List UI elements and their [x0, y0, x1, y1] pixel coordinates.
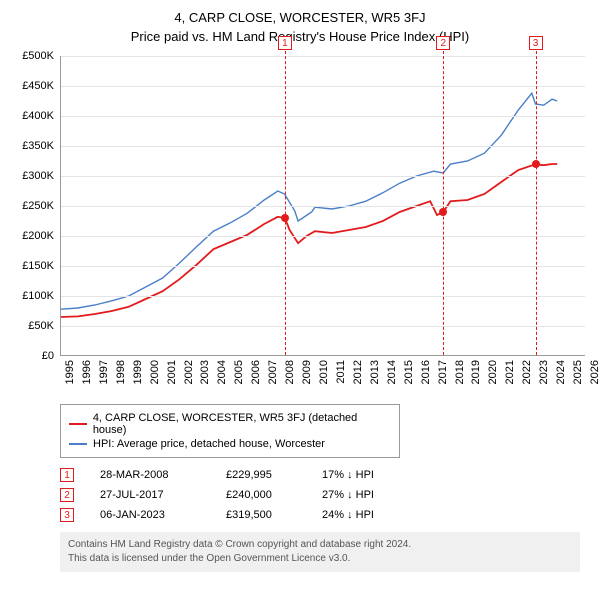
event-price: £240,000: [226, 489, 296, 501]
event-marker-line: [536, 36, 537, 355]
x-tick-label: 2020: [487, 360, 499, 384]
series-line-hpi: [61, 93, 557, 309]
event-num-badge: 1: [60, 468, 74, 482]
x-tick-label: 1997: [98, 360, 110, 384]
event-marker-dot: [439, 208, 447, 216]
x-tick-label: 2010: [318, 360, 330, 384]
x-tick-label: 1998: [115, 360, 127, 384]
gridline: [61, 326, 585, 327]
x-tick-label: 2004: [216, 360, 228, 384]
x-tick-label: 2005: [233, 360, 245, 384]
gridline: [61, 146, 585, 147]
x-tick-label: 2025: [572, 360, 584, 384]
attribution-line1: Contains HM Land Registry data © Crown c…: [68, 538, 572, 552]
event-marker-dot: [532, 160, 540, 168]
y-tick-label: £0: [42, 350, 54, 362]
chart-title-address: 4, CARP CLOSE, WORCESTER, WR5 3FJ: [10, 10, 590, 25]
x-tick-label: 1996: [81, 360, 93, 384]
x-tick-label: 2009: [301, 360, 313, 384]
event-pct-vs-hpi: 24% ↓ HPI: [322, 509, 412, 521]
x-tick-label: 2002: [183, 360, 195, 384]
gridline: [61, 206, 585, 207]
legend-swatch: [69, 443, 87, 445]
event-marker-dot: [281, 214, 289, 222]
event-marker-line: [443, 36, 444, 355]
event-pct-vs-hpi: 17% ↓ HPI: [322, 469, 412, 481]
event-date: 06-JAN-2023: [100, 509, 200, 521]
x-tick-label: 2018: [454, 360, 466, 384]
legend: 4, CARP CLOSE, WORCESTER, WR5 3FJ (detac…: [60, 404, 400, 458]
legend-label: HPI: Average price, detached house, Worc…: [93, 438, 325, 450]
gridline: [61, 176, 585, 177]
y-tick-label: £300K: [22, 170, 54, 182]
y-tick-label: £500K: [22, 50, 54, 62]
x-tick-label: 2006: [250, 360, 262, 384]
x-tick-label: 2016: [420, 360, 432, 384]
event-marker-badge: 3: [529, 36, 543, 50]
y-tick-label: £450K: [22, 80, 54, 92]
x-axis-labels: 1995 1996 1997 1998 1999 2000 2001 2002 2003 2004…: [60, 360, 585, 400]
gridline: [61, 236, 585, 237]
event-num-badge: 2: [60, 488, 74, 502]
x-tick-label: 2012: [352, 360, 364, 384]
x-tick-label: 1995: [64, 360, 76, 384]
x-tick-label: 2021: [504, 360, 516, 384]
event-pct-vs-hpi: 27% ↓ HPI: [322, 489, 412, 501]
legend-label: 4, CARP CLOSE, WORCESTER, WR5 3FJ (detac…: [93, 412, 391, 436]
gridline: [61, 86, 585, 87]
event-marker-badge: 1: [278, 36, 292, 50]
gridline: [61, 266, 585, 267]
gridline: [61, 116, 585, 117]
y-tick-label: £400K: [22, 110, 54, 122]
event-date: 27-JUL-2017: [100, 489, 200, 501]
x-tick-label: 2013: [369, 360, 381, 384]
y-tick-label: £200K: [22, 230, 54, 242]
events-table: 1 28-MAR-2008 £229,995 17% ↓ HPI 2 27-JUL-201…: [60, 468, 590, 522]
y-axis-labels: £0£50K£100K£150K£200K£250K£300K£350K£400…: [10, 56, 58, 356]
x-tick-label: 1999: [132, 360, 144, 384]
x-tick-label: 2007: [267, 360, 279, 384]
x-tick-label: 2026: [589, 360, 600, 384]
x-tick-label: 2003: [199, 360, 211, 384]
legend-swatch: [69, 423, 87, 425]
event-table-row: 2 27-JUL-2017 £240,000 27% ↓ HPI: [60, 488, 590, 502]
event-marker-badge: 2: [436, 36, 450, 50]
x-tick-label: 2011: [335, 360, 347, 384]
plot-area: 123: [60, 56, 585, 356]
x-tick-label: 2019: [470, 360, 482, 384]
chart-subtitle: Price paid vs. HM Land Registry's House …: [10, 29, 590, 44]
y-tick-label: £250K: [22, 200, 54, 212]
event-price: £319,500: [226, 509, 296, 521]
event-table-row: 3 06-JAN-2023 £319,500 24% ↓ HPI: [60, 508, 590, 522]
x-tick-label: 2000: [149, 360, 161, 384]
x-tick-label: 2001: [166, 360, 178, 384]
event-marker-line: [285, 36, 286, 355]
y-tick-label: £350K: [22, 140, 54, 152]
y-tick-label: £100K: [22, 290, 54, 302]
x-tick-label: 2023: [538, 360, 550, 384]
x-tick-label: 2017: [437, 360, 449, 384]
chart-area: £0 £50K £100K £150K £200K £250K £300K £350K £400…: [10, 56, 590, 386]
attribution-line2: This data is licensed under the Open Gov…: [68, 552, 572, 566]
event-date: 28-MAR-2008: [100, 469, 200, 481]
attribution-note: Contains HM Land Registry data © Crown c…: [60, 532, 580, 572]
y-tick-label: £50K: [28, 320, 54, 332]
gridline: [61, 296, 585, 297]
event-table-row: 1 28-MAR-2008 £229,995 17% ↓ HPI: [60, 468, 590, 482]
x-tick-label: 2008: [284, 360, 296, 384]
event-num-badge: 3: [60, 508, 74, 522]
series-line-property: [61, 164, 557, 317]
y-tick-label: £150K: [22, 260, 54, 272]
x-tick-label: 2024: [555, 360, 567, 384]
legend-row: 4, CARP CLOSE, WORCESTER, WR5 3FJ (detac…: [69, 412, 391, 436]
x-tick-label: 2022: [521, 360, 533, 384]
legend-row: HPI: Average price, detached house, Worc…: [69, 438, 391, 450]
x-tick-label: 2014: [386, 360, 398, 384]
x-tick-label: 2015: [403, 360, 415, 384]
event-price: £229,995: [226, 469, 296, 481]
gridline: [61, 56, 585, 57]
